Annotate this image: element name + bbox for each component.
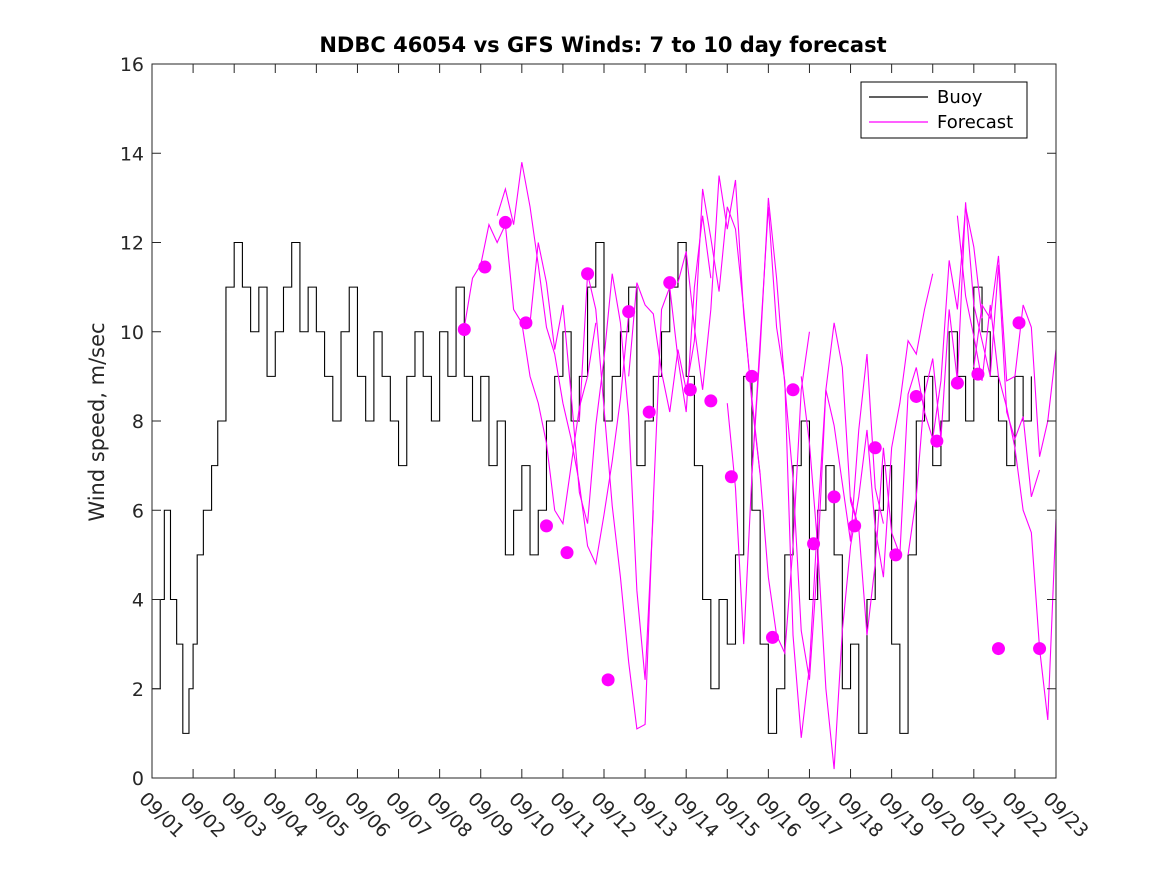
forecast-line-13: [973, 255, 1057, 457]
y-axis-label: Wind speed, m/sec: [85, 322, 109, 521]
forecast-marker: [930, 434, 944, 448]
x-tick-label: 09/08: [422, 788, 476, 842]
forecast-marker: [622, 305, 636, 319]
forecast-marker: [745, 369, 759, 383]
x-tick-label: 09/20: [915, 788, 969, 842]
x-tick-label: 09/10: [504, 788, 558, 842]
x-tick-label: 09/14: [669, 788, 723, 842]
legend-buoy-label: Buoy: [937, 87, 983, 108]
forecast-marker: [519, 316, 533, 330]
forecast-marker: [950, 376, 964, 390]
x-tick-label: 09/04: [258, 788, 312, 842]
forecast-marker: [848, 519, 862, 533]
x-tick-label: 09/23: [1038, 788, 1092, 842]
x-tick-label: 09/19: [874, 788, 928, 842]
forecast-marker: [971, 367, 985, 381]
forecast-markers: [457, 215, 1047, 687]
x-tick-label: 09/02: [176, 788, 230, 842]
buoy-line: [152, 241, 1032, 734]
forecast-marker: [642, 405, 656, 419]
x-tick-label: 09/12: [586, 788, 640, 842]
forecast-marker: [991, 642, 1005, 656]
forecast-marker: [868, 441, 882, 455]
legend-box: [860, 81, 1028, 139]
forecast-marker: [889, 548, 903, 562]
forecast-line-5: [628, 188, 761, 475]
x-tick-label: 09/11: [545, 788, 599, 842]
forecast-marker: [478, 260, 492, 274]
x-tick-label: 09/09: [463, 788, 517, 842]
forecast-marker: [704, 394, 718, 408]
forecast-line-1: [463, 222, 597, 526]
forecast-series: [463, 162, 1057, 770]
y-tick-label: 6: [132, 500, 144, 522]
x-tick-label: 09/13: [628, 788, 682, 842]
forecast-marker: [724, 470, 738, 484]
legend-forecast-label: Forecast: [937, 112, 1013, 133]
forecast-marker: [786, 383, 800, 397]
forecast-line-3: [529, 242, 654, 680]
forecast-line-8: [751, 206, 884, 738]
x-tick-label: 09/22: [997, 788, 1051, 842]
forecast-line-2: [496, 162, 630, 566]
forecast-marker: [1012, 316, 1026, 330]
y-tick-label: 0: [132, 768, 144, 790]
forecast-marker: [663, 276, 677, 290]
y-tick-label: 8: [132, 411, 144, 433]
forecast-line-7: [726, 197, 860, 680]
buoy-series: [152, 241, 1032, 734]
y-tick-label: 2: [132, 679, 144, 701]
forecast-marker: [457, 323, 471, 337]
x-tick-label: 09/06: [340, 788, 394, 842]
legend: Buoy Forecast: [860, 81, 1028, 139]
forecast-line-11: [907, 202, 1041, 555]
forecast-marker: [581, 267, 595, 281]
forecast-marker: [1033, 642, 1047, 656]
x-tick-label: 09/07: [381, 788, 435, 842]
x-tick-label: 09/05: [299, 788, 353, 842]
y-tick-label: 12: [120, 233, 144, 255]
forecast-line-6: [677, 175, 810, 656]
x-tick-label: 09/15: [710, 788, 764, 842]
forecast-marker: [539, 519, 553, 533]
chart-title: NDBC 46054 vs GFS Winds: 7 to 10 day for…: [319, 33, 886, 57]
x-tick-label: 09/18: [833, 788, 887, 842]
x-tick-label: 09/21: [956, 788, 1010, 842]
y-tick-label: 14: [120, 143, 144, 165]
forecast-marker: [683, 383, 697, 397]
x-tick-label: 09/03: [217, 788, 271, 842]
x-tick-label: 09/16: [751, 788, 805, 842]
forecast-line-10: [850, 206, 983, 636]
forecast-marker: [560, 546, 574, 560]
x-tick-label: 09/01: [134, 788, 188, 842]
forecast-marker: [601, 673, 615, 687]
y-tick-label: 10: [120, 322, 144, 344]
forecast-marker: [765, 630, 779, 644]
y-tick-label: 4: [132, 590, 144, 612]
forecast-marker: [827, 490, 841, 504]
forecast-line-9: [800, 273, 934, 770]
forecast-marker: [807, 537, 821, 551]
y-tick-label: 16: [120, 54, 144, 76]
x-tick-label: 09/17: [792, 788, 846, 842]
forecast-marker: [909, 389, 923, 403]
forecast-marker: [498, 215, 512, 229]
